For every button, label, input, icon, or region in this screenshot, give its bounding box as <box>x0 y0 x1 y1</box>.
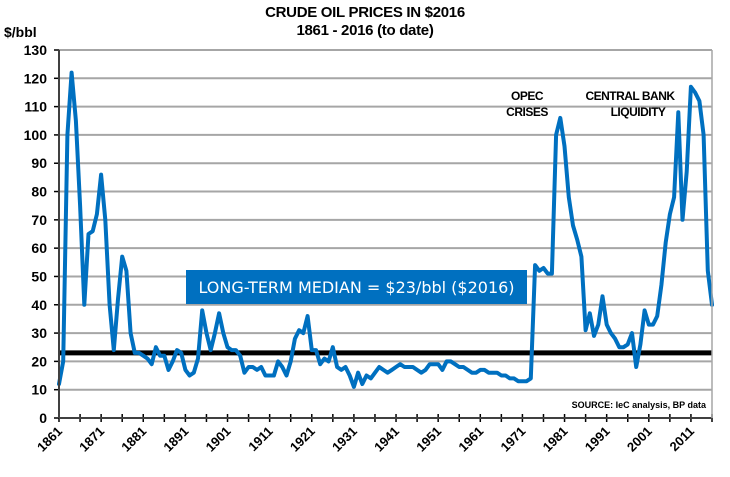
price-series-line <box>57 70 714 389</box>
y-tick-label: 30 <box>31 325 47 341</box>
y-tick-label: 40 <box>31 297 47 313</box>
annotation-opec-line2: CRISES <box>506 105 548 119</box>
x-tick-label: 1911 <box>245 424 276 455</box>
y-tick-label: 90 <box>31 155 47 171</box>
x-tick-label: 2011 <box>667 424 698 455</box>
y-tick-label: 20 <box>31 353 47 369</box>
x-tick-label: 2001 <box>624 424 655 455</box>
x-tick-label: 1971 <box>497 424 528 455</box>
annotation-cb-line2: LIQUIDITY <box>611 105 666 119</box>
y-axis-unit-label: $/bbl <box>4 24 37 40</box>
y-tick-label: 100 <box>24 127 48 143</box>
y-tick-label: 110 <box>24 99 47 115</box>
x-tick-label: 1921 <box>287 424 318 455</box>
x-axis-ticks: 1861 1871 1881 1891 1901 1911 1921 1931 1941 1951… <box>34 414 713 455</box>
source-note: SOURCE: IeC analysis, BP data <box>572 400 707 410</box>
x-tick-label: 1901 <box>203 424 234 455</box>
y-tick-label: 120 <box>24 70 48 86</box>
y-tick-label: 80 <box>31 184 47 200</box>
y-tick-label: 70 <box>31 212 47 228</box>
chart-title-line1: CRUDE OIL PRICES IN $2016 <box>265 4 465 21</box>
chart-title-line2: 1861 - 2016 (to date) <box>296 22 434 39</box>
x-tick-label: 1951 <box>413 424 444 455</box>
y-axis-ticks: 0 10 20 30 40 50 60 70 80 90 100 110 120 130 <box>24 42 59 426</box>
y-tick-label: 130 <box>24 42 48 58</box>
x-tick-label: 1891 <box>160 424 191 455</box>
y-tick-label: 0 <box>39 410 47 426</box>
y-tick-label: 10 <box>31 382 47 398</box>
median-label-box: LONG-TERM MEDIAN = $23/bbl ($2016) <box>186 270 527 304</box>
y-tick-label: 50 <box>31 268 47 284</box>
chart-title: CRUDE OIL PRICES IN $2016 1861 - 2016 (t… <box>0 4 730 40</box>
x-tick-label: 1941 <box>371 424 402 455</box>
x-tick-label: 1871 <box>76 424 107 455</box>
x-tick-label: 1981 <box>540 424 571 455</box>
gridlines <box>59 49 712 391</box>
median-label-text: LONG-TERM MEDIAN = $23/bbl ($2016) <box>198 277 515 297</box>
x-tick-label: 1861 <box>34 424 65 455</box>
y-tick-label: 60 <box>31 240 47 256</box>
annotation-opec-line1: OPEC <box>511 89 544 103</box>
x-tick-label: 1961 <box>455 424 486 455</box>
x-tick-label: 1991 <box>582 424 613 455</box>
x-tick-label: 1881 <box>118 424 149 455</box>
annotation-cb-line1: CENTRAL BANK <box>585 89 675 103</box>
x-tick-label: 1931 <box>329 424 360 455</box>
